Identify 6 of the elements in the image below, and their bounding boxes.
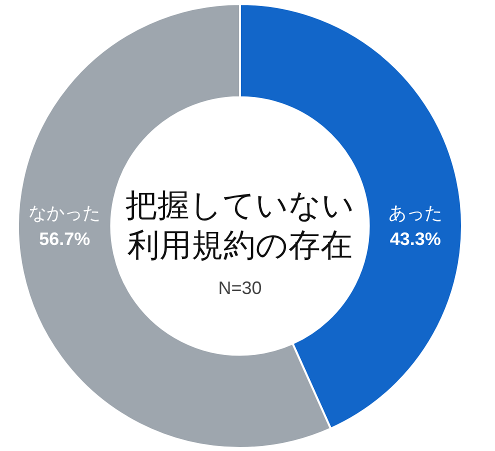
slice-label: あった [388,202,442,223]
data-label: 56.7% [39,228,90,249]
slice-label: なかった [28,202,101,223]
text: N=30 [217,277,263,299]
text: 把握していない利用規約の存在 [125,186,355,265]
data-label: 43.3% [390,228,441,249]
